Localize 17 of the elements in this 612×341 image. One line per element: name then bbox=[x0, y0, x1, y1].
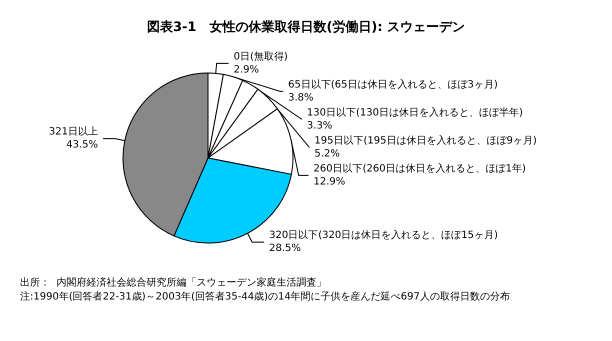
data-label: 3.8% bbox=[288, 92, 314, 104]
data-label: 5.2% bbox=[314, 148, 340, 160]
data-label: 12.9% bbox=[314, 176, 346, 188]
chart-title: 図表3-1 女性の休業取得日数(労働日): スウェーデン bbox=[146, 19, 466, 35]
slice-label: 195日以下(195日は休日を入れると、ほぼ9ヶ月) bbox=[314, 134, 537, 146]
slice-label: 65日以下(65日は休日を入れると、ほぼ3ヶ月) bbox=[288, 78, 498, 90]
data-label: 28.5% bbox=[269, 243, 301, 254]
slice-label: 130日以下(130日は休日を入れると、ほぼ半年) bbox=[306, 106, 523, 118]
data-label: 2.9% bbox=[234, 64, 260, 76]
text: 出所： 内閣府経済社会総合研究所編「スウェーデン家庭生活調査」 bbox=[20, 276, 326, 288]
text: 注:1990年(回答者22-31歳)～2003年(回答者35-44歳)の14年間に子供を産んだ延べ697人の取得日数の分布 bbox=[20, 290, 510, 302]
slice-label: 320日以下(320日は休日を入れると、ほぼ15ヶ月) bbox=[269, 229, 498, 242]
data-label: 3.3% bbox=[306, 120, 332, 132]
slice-label: 260日以下(260日は休日を入れると、ほぼ1年) bbox=[314, 162, 526, 174]
slice-label: 0日(無取得) bbox=[234, 50, 288, 62]
data-label: 43.5% bbox=[66, 140, 98, 151]
slice-label: 321日以上 bbox=[48, 126, 98, 138]
